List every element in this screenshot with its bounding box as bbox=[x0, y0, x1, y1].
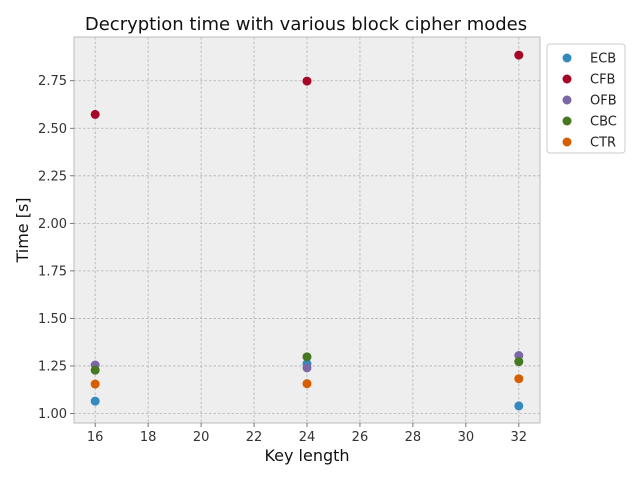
x-tick-label: 18 bbox=[140, 430, 157, 445]
y-tick-label: 2.50 bbox=[38, 122, 67, 137]
y-axis-ticks: 1.00 1.25 1.50 1.75 2.00 2.25 2.50 2.75 bbox=[38, 74, 74, 422]
legend-marker-ofb bbox=[562, 95, 572, 105]
data-point-cfb bbox=[302, 76, 312, 86]
legend-label-cfb: CFB bbox=[590, 73, 615, 88]
y-tick-label: 2.75 bbox=[38, 74, 67, 89]
data-point-ctr bbox=[514, 374, 524, 384]
x-axis-ticks: 16 18 20 22 24 26 28 30 32 bbox=[87, 423, 527, 445]
data-point-ctr bbox=[302, 379, 312, 389]
legend-marker-cfb bbox=[562, 74, 572, 84]
x-tick-label: 20 bbox=[193, 430, 210, 445]
data-point-ecb bbox=[90, 396, 100, 406]
legend-box bbox=[546, 43, 626, 154]
data-point-cbc bbox=[90, 365, 100, 375]
y-tick-label: 2.00 bbox=[38, 217, 67, 232]
y-axis-label: Time [s] bbox=[13, 197, 32, 263]
x-tick-label: 26 bbox=[352, 430, 369, 445]
legend-marker-ctr bbox=[562, 137, 572, 147]
data-point-cbc bbox=[302, 352, 312, 362]
legend-label-ofb: OFB bbox=[590, 94, 617, 109]
x-tick-label: 16 bbox=[87, 430, 104, 445]
y-tick-label: 1.00 bbox=[38, 407, 67, 422]
y-tick-label: 1.75 bbox=[38, 264, 67, 279]
legend-label-ctr: CTR bbox=[590, 136, 616, 151]
x-tick-label: 30 bbox=[458, 430, 475, 445]
y-tick-label: 1.25 bbox=[38, 359, 67, 374]
chart-title: Decryption time with various block ciphe… bbox=[85, 14, 527, 35]
data-point-ecb bbox=[514, 401, 524, 411]
legend-label-ecb: ECB bbox=[590, 52, 616, 67]
data-point-cfb bbox=[90, 109, 100, 119]
data-point-cbc bbox=[514, 357, 524, 367]
data-point-ofb bbox=[302, 363, 312, 373]
data-point-cfb bbox=[514, 50, 524, 60]
x-tick-label: 24 bbox=[299, 430, 316, 445]
x-tick-label: 32 bbox=[511, 430, 528, 445]
data-point-ctr bbox=[90, 379, 100, 389]
data-points bbox=[90, 50, 524, 411]
legend-label-cbc: CBC bbox=[590, 115, 617, 130]
x-tick-label: 22 bbox=[246, 430, 263, 445]
legend: ECB CFB OFB CBC CTR bbox=[546, 43, 626, 154]
y-tick-label: 2.25 bbox=[38, 169, 67, 184]
x-axis-label: Key length bbox=[264, 446, 349, 465]
legend-marker-cbc bbox=[562, 116, 572, 126]
legend-marker-ecb bbox=[562, 53, 572, 63]
x-tick-label: 28 bbox=[405, 430, 422, 445]
y-tick-label: 1.50 bbox=[38, 312, 67, 327]
